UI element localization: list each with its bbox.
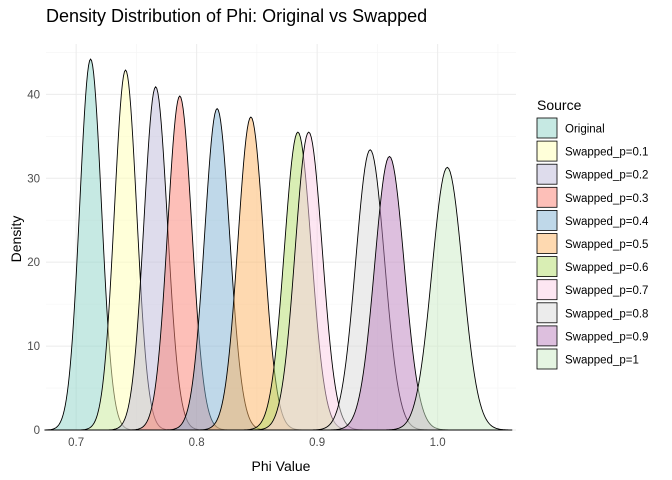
x-axis-ticks: 0.7 0.8 0.9 1.0 <box>68 437 446 449</box>
chart-title: Density Distribution of Phi: Original vs… <box>46 6 427 26</box>
legend-label: Swapped_p=0.6 <box>565 262 648 274</box>
legend-title: Source <box>537 97 582 113</box>
x-axis-title: Phi Value <box>252 458 311 474</box>
x-tick-label: 0.9 <box>309 437 325 449</box>
legend-label: Swapped_p=0.5 <box>565 239 648 251</box>
legend-key <box>536 140 558 162</box>
legend-key <box>536 233 558 254</box>
legend-key <box>536 256 558 278</box>
y-tick-label: 40 <box>27 89 40 101</box>
legend: Source Original Swapped_p=0.1 Swapped_p=0.… <box>536 97 649 370</box>
y-axis-ticks: 0 10 20 30 40 <box>27 89 40 437</box>
legend-key <box>536 163 558 185</box>
x-tick-label: 0.8 <box>189 437 205 449</box>
density-curves <box>44 58 513 431</box>
legend-key <box>536 117 558 139</box>
legend-label: Swapped_p=0.9 <box>565 331 648 343</box>
legend-label: Swapped_p=0.4 <box>565 216 649 228</box>
y-axis-title: Density <box>8 216 24 263</box>
legend-label: Swapped_p=0.8 <box>565 308 648 320</box>
legend-label: Swapped_p=0.7 <box>565 285 648 297</box>
legend-key <box>536 209 558 231</box>
y-tick-label: 20 <box>27 257 40 269</box>
legend-label: Swapped_p=1 <box>565 355 639 367</box>
legend-key <box>536 325 558 347</box>
density-curve-swapped-p-1 <box>382 166 513 431</box>
legend-key <box>536 348 558 370</box>
legend-label: Original <box>565 124 605 136</box>
y-tick-label: 30 <box>27 173 40 185</box>
legend-label: Swapped_p=0.2 <box>565 170 648 182</box>
legend-key <box>536 302 558 324</box>
y-tick-label: 10 <box>27 341 40 353</box>
legend-key <box>536 279 558 301</box>
legend-label: Swapped_p=0.1 <box>565 147 648 159</box>
legend-label: Swapped_p=0.3 <box>565 193 648 205</box>
x-tick-label: 1.0 <box>430 437 446 449</box>
x-tick-label: 0.7 <box>68 437 84 449</box>
legend-items: Original Swapped_p=0.1 Swapped_p=0.2 Swappe… <box>536 117 649 370</box>
legend-key <box>536 186 558 208</box>
y-tick-label: 0 <box>34 425 40 437</box>
